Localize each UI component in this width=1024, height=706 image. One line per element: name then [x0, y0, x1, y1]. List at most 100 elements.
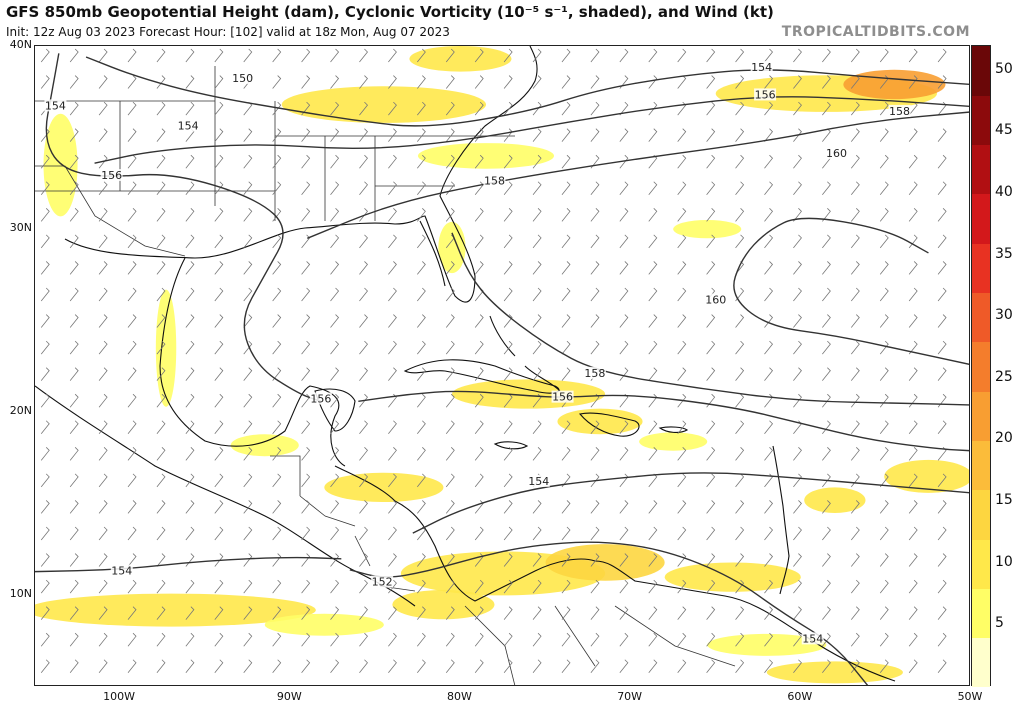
vorticity-area [155, 289, 177, 407]
wind-barb [764, 48, 774, 63]
wind-barb [388, 48, 397, 63]
wind-barb [127, 500, 137, 514]
vorticity-area [438, 221, 466, 274]
wind-barb [937, 526, 947, 541]
wind-barb [243, 447, 253, 461]
lon-label: 100W [103, 690, 136, 703]
wind-barb [850, 579, 860, 594]
us-gulf-coast [64, 46, 538, 303]
wind-barb [677, 420, 687, 435]
map-subtitle: Init: 12z Aug 03 2023 Forecast Hour: [10… [6, 25, 450, 39]
wind-barb [359, 128, 368, 142]
wind-barb [98, 393, 108, 408]
wind-barb [764, 367, 774, 381]
wind-barb [619, 340, 629, 355]
wind-barb [648, 579, 658, 594]
wind-barb [214, 500, 224, 514]
wind-barb [793, 48, 802, 63]
wind-barb [793, 553, 802, 567]
mexico-pacific-coast [35, 385, 416, 607]
wind-barb [388, 261, 397, 275]
wind-barb [648, 261, 658, 275]
wind-barb [214, 553, 224, 567]
wind-barb [185, 101, 195, 116]
wind-barb [359, 340, 368, 355]
wind-barb [40, 287, 50, 302]
wind-barb [503, 75, 513, 89]
colorbar-label: 20 [995, 430, 1013, 447]
colorbar-segment [972, 95, 990, 146]
wind-barb [879, 234, 889, 249]
height-contour-152 [349, 541, 869, 685]
wind-barb [445, 314, 455, 328]
wind-barb [822, 234, 831, 249]
wind-barb [330, 526, 340, 541]
wind-barb [735, 420, 745, 435]
wind-barb [301, 208, 311, 222]
wind-barb [677, 447, 687, 461]
wind-barb [677, 553, 687, 567]
wind-barb [532, 500, 542, 514]
colorbar-label: 15 [995, 492, 1013, 509]
wind-barb [330, 181, 340, 196]
height-contour-156 [45, 53, 322, 402]
wind-barb [156, 234, 166, 249]
contour-label-bg [100, 169, 123, 182]
vorticity-area [843, 69, 946, 100]
wind-barb [127, 579, 137, 594]
wind-barb [590, 75, 600, 89]
vorticity-area [264, 613, 384, 636]
wind-barb [272, 234, 282, 249]
vorticity-colorbar [971, 45, 991, 688]
wind-barb [98, 48, 108, 63]
wind-barb [272, 261, 282, 275]
wind-barb [706, 314, 716, 328]
wind-barb [503, 181, 513, 196]
vorticity-area [230, 434, 299, 457]
wind-barb [185, 632, 195, 647]
contour-label: 156 [101, 169, 122, 182]
colorbar-label: 50 [995, 60, 1013, 77]
wind-barb [127, 101, 137, 116]
wind-barb [822, 367, 831, 381]
wind-barb [417, 420, 426, 435]
wind-barb [272, 526, 282, 541]
vorticity-area [707, 633, 827, 656]
wind-barb [214, 526, 224, 541]
wind-barb [937, 340, 947, 355]
wind-barb [330, 287, 340, 302]
wind-barb [764, 340, 774, 355]
wind-barb [793, 393, 802, 408]
wind-barb [272, 75, 282, 89]
wind-barb [764, 553, 774, 567]
wind-barb [40, 261, 50, 275]
wind-barb [561, 367, 571, 381]
wind-barb [445, 553, 455, 567]
wind-barb [532, 367, 542, 381]
wind-barb [40, 553, 50, 567]
wind-barb [590, 48, 600, 63]
wind-barb [822, 447, 831, 461]
wind-barb [40, 154, 50, 169]
wind-barb [503, 606, 513, 620]
wind-barb [532, 632, 542, 647]
wind-barb [850, 234, 860, 249]
wind-barb [330, 420, 340, 435]
vorticity-area [664, 562, 801, 592]
wind-barb [98, 632, 108, 647]
wind-barb [388, 287, 397, 302]
wind-barb [98, 473, 108, 488]
wind-barb [214, 393, 224, 408]
wind-barb [40, 579, 50, 594]
wind-barb [69, 261, 79, 275]
wind-barb [764, 181, 774, 196]
wind-barb [937, 261, 947, 275]
wind-barb [98, 367, 108, 381]
wind-barb [677, 75, 687, 89]
wind-barb [879, 473, 889, 488]
wind-barb [850, 420, 860, 435]
wind-barb [850, 340, 860, 355]
wind-barb [388, 181, 397, 196]
wind-barb [879, 181, 889, 196]
wind-barb [561, 154, 571, 169]
